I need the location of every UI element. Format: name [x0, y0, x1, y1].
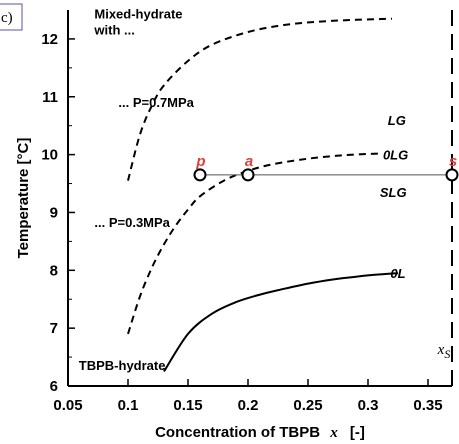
point-label-s: s: [449, 153, 457, 170]
point-a: [241, 168, 255, 182]
point-label-a: a: [245, 153, 253, 170]
x-tick-label: 0.2: [238, 397, 259, 414]
x-axis-title-var: x: [329, 425, 338, 441]
point-p: [193, 168, 207, 182]
x-axis-title-unit: [-]: [350, 424, 365, 441]
x-axis-title-main: Concentration of TBPB: [155, 424, 320, 441]
y-tick-label: 9: [50, 204, 58, 221]
series-line-3: [163, 272, 399, 373]
panel-label: c): [1, 10, 13, 26]
x-tick-label: 0.15: [173, 397, 202, 414]
annotation-text: Mixed-hydrate: [94, 7, 182, 22]
xs-label-main: x: [437, 342, 445, 358]
region-label-slg: SLG: [380, 185, 407, 200]
region-label-lg: LG: [388, 113, 406, 128]
xs-label: xS: [437, 342, 451, 361]
region-label-0l: 0L: [390, 266, 405, 281]
x-axis-title: Concentration of TBPB x [-]: [155, 424, 365, 441]
panel-label-box: [0, 3, 23, 31]
point-label-p: p: [195, 153, 205, 170]
tie-line-group: xS: [200, 10, 453, 386]
x-tick-label: 0.35: [413, 397, 442, 414]
y-tick-label: 8: [50, 262, 58, 279]
annotation-text: TBPB-hydrate: [79, 358, 166, 373]
y-tick-label: 12: [41, 31, 58, 48]
x-tick-label: 0.1: [118, 397, 139, 414]
y-tick-label: 7: [50, 320, 58, 337]
x-tick-label: 0.25: [293, 397, 322, 414]
y-tick-label: 10: [41, 147, 58, 164]
axis-ticks: 0.05 0.1 0.15 0.2 0.25 0.3 0.35 6 7 8 9 10 11 12: [41, 31, 442, 414]
point-s: [445, 168, 459, 182]
xs-label-sub: S: [444, 347, 450, 361]
x-tick-label: 0.3: [358, 397, 379, 414]
curves: [127, 17, 399, 373]
y-tick-label: 6: [50, 378, 58, 395]
y-tick-label: 11: [42, 89, 58, 106]
series-line-2: [127, 152, 381, 335]
region-labels: LG 0LG SLG 0L: [380, 113, 408, 281]
annotation-text: ... P=0.3MPa: [94, 215, 170, 230]
annotation-text: with ...: [93, 22, 134, 37]
y-axis-title: Temperature [°C]: [15, 138, 32, 259]
annotation-text: ... P=0.7MPa: [118, 95, 194, 110]
region-label-0lg: 0LG: [383, 148, 408, 163]
x-tick-label: 0.05: [53, 397, 82, 414]
